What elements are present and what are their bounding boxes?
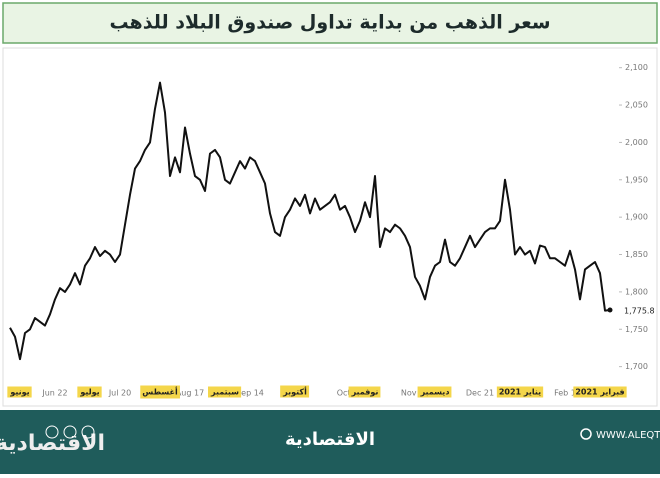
title-bar <box>2 2 658 44</box>
month-label-bg <box>348 386 381 398</box>
x-tick-label: Sep 14 <box>236 389 264 398</box>
x-tick-label: Dec 21 <box>466 389 494 398</box>
month-label-bg <box>417 386 452 398</box>
y-tick-label: 2,100 <box>625 63 648 72</box>
y-tick-label: 1,950 <box>625 175 648 184</box>
month-label-bg <box>140 385 180 399</box>
month-label: ديسمبر <box>420 388 450 397</box>
month-label-bg <box>207 386 242 398</box>
social-icon <box>81 425 95 439</box>
footer-brand: الاقتصادية <box>285 429 375 450</box>
price-line <box>9 81 611 361</box>
month-label: سبتمبر <box>210 388 239 397</box>
month-label: فبراير 2021 <box>575 388 624 397</box>
month-label-bg <box>496 386 544 398</box>
month-label: يونيو <box>9 388 29 397</box>
month-label: أكتوبر <box>282 387 307 397</box>
month-label: نوفمبر <box>351 388 379 397</box>
footer-bar <box>0 410 660 474</box>
y-tick-label: 1,850 <box>625 250 648 259</box>
globe-icon <box>580 428 592 440</box>
end-marker <box>607 307 613 313</box>
x-tick-label: Jul 20 <box>108 389 131 398</box>
social-icon <box>45 425 59 439</box>
chart-title: سعر الذهب من بداية تداول صندوق البلاد لل… <box>109 12 550 34</box>
month-label-bg <box>573 386 627 398</box>
y-tick-label: 1,800 <box>625 287 648 296</box>
month-label-bg <box>280 385 310 398</box>
y-tick-label: 1,700 <box>625 362 648 371</box>
x-tick-label: Aug 17 <box>176 389 204 398</box>
x-tick-label: Feb 1 <box>554 389 576 398</box>
x-tick-label: Nov 23 <box>401 389 429 398</box>
plot-area <box>2 47 658 407</box>
y-tick-label: 1,750 <box>625 325 648 334</box>
month-label: يوليو <box>79 388 99 397</box>
month-label-bg <box>7 386 32 398</box>
y-tick-label: 1,900 <box>625 213 648 222</box>
footer-logo: الاقتصادية <box>0 431 105 456</box>
month-label: أغسطس <box>142 387 178 398</box>
x-tick-label: Jun 22 <box>41 389 67 398</box>
y-tick-label: 2,050 <box>625 101 648 110</box>
month-label: يناير 2021 <box>499 388 541 397</box>
y-tick-label: 2,000 <box>625 138 648 147</box>
footer-url: WWW.ALEQT.COM <box>596 430 660 441</box>
value-label: 1,775.8 <box>624 306 655 315</box>
social-icon <box>63 425 77 439</box>
month-label-bg <box>77 386 102 398</box>
